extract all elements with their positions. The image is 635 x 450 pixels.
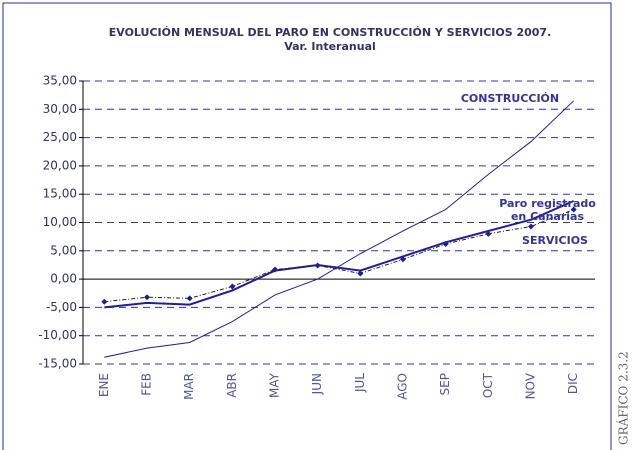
y-tick-label: -5,00	[46, 300, 77, 314]
marker	[442, 241, 449, 248]
y-tick-label: 0,00	[50, 272, 77, 286]
marker	[400, 256, 406, 263]
series-line	[104, 209, 574, 303]
x-tick-label: DIC	[566, 373, 580, 394]
marker	[314, 262, 321, 269]
y-tick-label: 15,00	[43, 187, 77, 201]
y-tick-label: 20,00	[43, 158, 77, 172]
marker	[229, 283, 236, 290]
x-tick-label: AGO	[396, 373, 410, 400]
series-label: Paro registrado en Canarias	[499, 197, 596, 223]
chart-subtitle: Var. Interanual	[284, 40, 376, 53]
y-tick-label: -15,00	[38, 357, 77, 371]
series-label: CONSTRUCCIÓN	[460, 92, 560, 105]
chart-frame	[2, 2, 612, 450]
chart-title: EVOLUCIÓN MENSUAL DEL PARO EN CONSTRUCCI…	[109, 26, 552, 39]
marker	[186, 295, 193, 302]
x-tick-label: MAY	[268, 372, 282, 398]
series-line	[104, 100, 575, 358]
marker	[101, 298, 108, 305]
side-label: GRÁFICO 2.3.2	[616, 351, 631, 445]
marker	[272, 266, 278, 273]
marker	[357, 270, 364, 277]
y-tick-label: -10,00	[38, 328, 77, 342]
x-tick-label: OCT	[481, 372, 495, 398]
y-tick-label: 30,00	[43, 102, 77, 116]
marker	[485, 230, 492, 237]
x-tick-label: ABR	[225, 373, 239, 398]
series-label: SERVICIOS	[522, 234, 588, 247]
x-tick-label: FEB	[140, 373, 154, 396]
x-tick-label: SEP	[438, 373, 452, 395]
x-tick-label: MAR	[182, 373, 196, 400]
x-tick-label: JUN	[310, 373, 324, 395]
x-tick-label: NOV	[524, 372, 538, 399]
y-tick-label: 25,00	[43, 130, 77, 144]
x-tick-label: ENE	[97, 373, 111, 397]
y-tick-label: 5,00	[50, 243, 77, 257]
y-tick-label: 10,00	[43, 215, 77, 229]
marker	[144, 294, 150, 301]
series-line	[104, 200, 575, 309]
y-tick-label: 35,00	[43, 74, 77, 88]
marker	[528, 223, 534, 230]
x-tick-label: JUL	[353, 373, 367, 393]
marker	[570, 206, 577, 213]
